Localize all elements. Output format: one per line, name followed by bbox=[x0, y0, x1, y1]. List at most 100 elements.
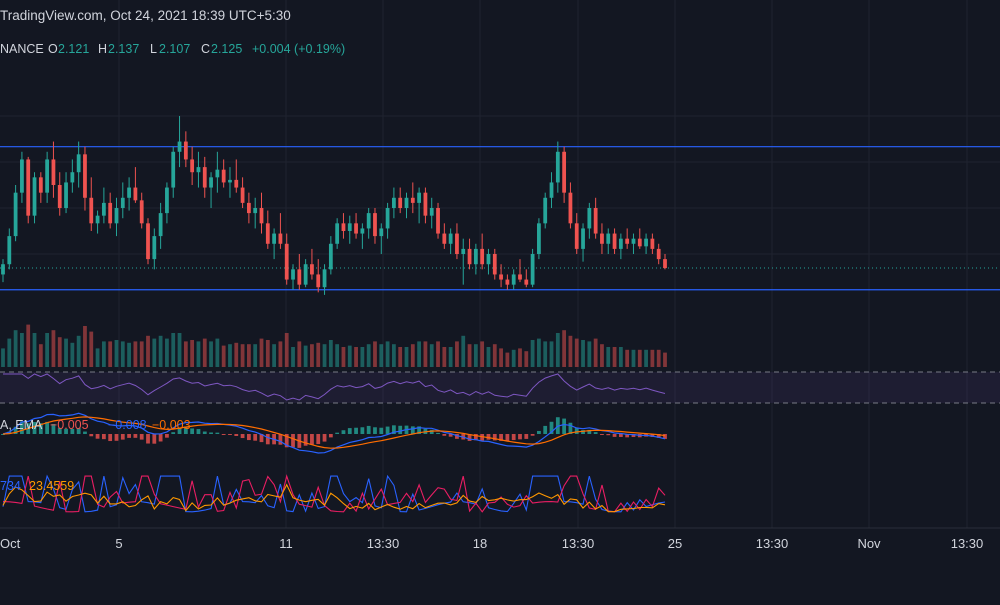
volume-bar bbox=[83, 326, 87, 367]
macd-histogram-bar bbox=[38, 423, 43, 434]
volume-bar bbox=[600, 344, 604, 367]
candle-body bbox=[64, 182, 68, 208]
candle-body bbox=[322, 269, 327, 288]
macd-histogram-bar bbox=[259, 434, 264, 443]
volume-bar bbox=[530, 340, 535, 367]
x-tick-label: 18 bbox=[473, 536, 487, 551]
candle-body bbox=[385, 208, 390, 229]
volume-bar bbox=[637, 349, 642, 367]
macd-histogram-bar bbox=[448, 434, 453, 437]
candle-body bbox=[38, 177, 43, 193]
volume-bars bbox=[1, 324, 667, 367]
macd-histogram-bar bbox=[360, 427, 365, 434]
volume-bar bbox=[146, 335, 150, 367]
volume-bar bbox=[341, 347, 346, 367]
volume-bar bbox=[240, 344, 245, 367]
macd-histogram-bar bbox=[328, 434, 333, 438]
macd-histogram-bar bbox=[158, 434, 163, 442]
candle-body bbox=[448, 233, 453, 244]
macd-histogram-bar bbox=[278, 434, 283, 445]
candle-body bbox=[530, 254, 535, 285]
candle-body bbox=[316, 274, 321, 288]
volume-bar bbox=[202, 338, 207, 367]
volume-bar bbox=[20, 333, 24, 367]
volume-bar bbox=[209, 341, 213, 367]
dmi-pane bbox=[2, 474, 666, 513]
macd-histogram-bar bbox=[612, 434, 617, 437]
candle-body bbox=[139, 200, 144, 224]
candle-body bbox=[562, 151, 567, 193]
volume-bar bbox=[442, 347, 447, 367]
macd-histogram-bar bbox=[202, 431, 207, 434]
candle-body bbox=[183, 141, 188, 160]
volume-bar bbox=[429, 344, 434, 367]
volume-bar bbox=[448, 347, 453, 367]
x-tick-label: Oct bbox=[0, 536, 21, 551]
candlesticks[interactable] bbox=[1, 116, 667, 295]
candle-body bbox=[366, 213, 371, 229]
volume-bar bbox=[234, 342, 239, 367]
volume-bar bbox=[505, 352, 510, 367]
volume-bar bbox=[537, 338, 541, 367]
volume-bar bbox=[499, 348, 503, 367]
macd-histogram-bar bbox=[240, 434, 245, 439]
volume-bar bbox=[461, 335, 466, 367]
macd-histogram-bar bbox=[303, 434, 308, 446]
candle-body bbox=[108, 202, 113, 224]
candle-body bbox=[165, 187, 169, 214]
volume-bar bbox=[7, 338, 12, 367]
volume-bar bbox=[618, 347, 623, 367]
candle-body bbox=[215, 169, 220, 178]
candle-body bbox=[171, 151, 176, 188]
candle-body bbox=[461, 248, 466, 254]
candle-body bbox=[335, 223, 340, 244]
candle-body bbox=[101, 202, 106, 216]
volume-bar bbox=[486, 347, 491, 367]
macd-histogram-bar bbox=[606, 434, 611, 436]
volume-bar bbox=[404, 347, 409, 367]
volume-bar bbox=[228, 344, 232, 367]
volume-bar bbox=[64, 338, 68, 367]
macd-histogram-bar bbox=[83, 431, 87, 434]
macd-histogram-bar bbox=[89, 434, 94, 437]
candle-body bbox=[499, 274, 503, 280]
rsi-line bbox=[3, 373, 666, 401]
macd-histogram-bar bbox=[209, 432, 213, 434]
dmi-minus-line bbox=[2, 474, 666, 513]
macd-histogram-bar bbox=[101, 434, 106, 440]
volume-bar bbox=[57, 337, 62, 367]
volume-bar bbox=[511, 349, 516, 367]
candle-body bbox=[442, 233, 447, 244]
candle-body bbox=[76, 154, 81, 173]
candle-body bbox=[120, 197, 125, 208]
rsi-band bbox=[0, 371, 1000, 404]
dmi-legend: 734 23.4559 bbox=[0, 479, 74, 493]
volume-bar bbox=[587, 341, 592, 367]
candle-body bbox=[259, 208, 264, 224]
candle-body bbox=[265, 223, 270, 244]
candle-body bbox=[631, 238, 636, 244]
candle-body bbox=[152, 236, 157, 260]
x-tick-label: Nov bbox=[857, 536, 881, 551]
volume-bar bbox=[265, 340, 270, 367]
volume-bar bbox=[354, 347, 358, 367]
candle-body bbox=[568, 192, 573, 224]
volume-bar bbox=[322, 344, 327, 367]
volume-bar bbox=[385, 341, 390, 367]
candle-body bbox=[379, 228, 384, 237]
candle-body bbox=[423, 192, 428, 216]
macd-signal-line bbox=[2, 416, 666, 449]
candle-body bbox=[190, 159, 195, 173]
volume-bar bbox=[467, 344, 472, 367]
volume-bar bbox=[272, 344, 276, 367]
candle-body bbox=[549, 182, 554, 198]
macd-histogram-bar bbox=[600, 434, 604, 435]
macd-histogram-bar bbox=[574, 428, 579, 434]
candle-body bbox=[404, 197, 409, 208]
macd-value: −0.008 bbox=[108, 418, 147, 432]
change-value: +0.004 (+0.19%) bbox=[252, 42, 345, 56]
macd-histogram-bar bbox=[171, 432, 176, 434]
volume-bar bbox=[398, 347, 403, 367]
